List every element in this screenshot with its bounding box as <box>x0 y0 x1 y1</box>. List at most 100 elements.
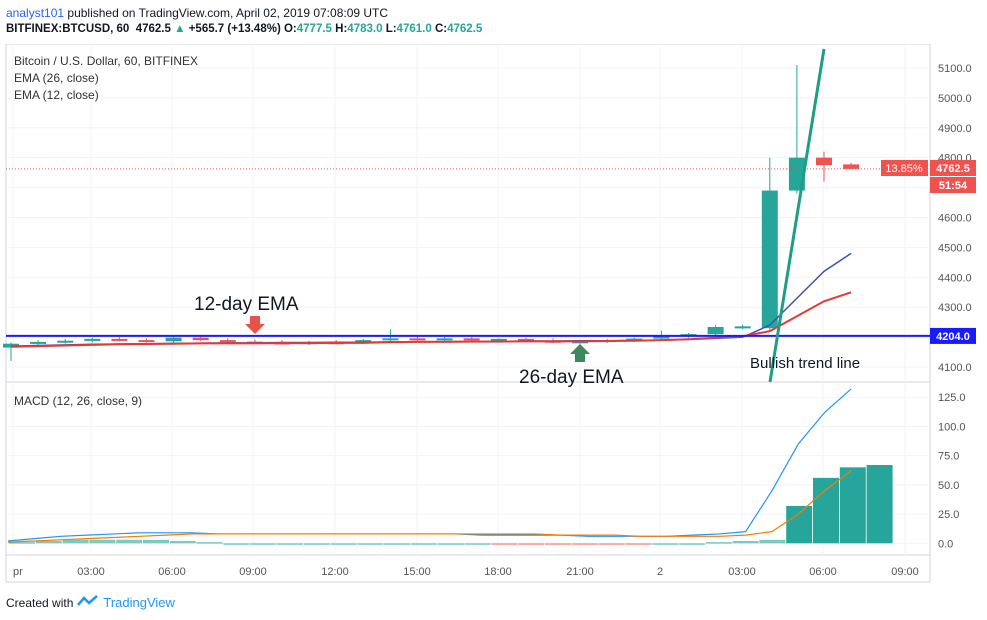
macd-histogram-bar <box>518 543 545 545</box>
countdown-tag-text: 51:54 <box>939 180 968 192</box>
last-price-tag-text: 4762.5 <box>936 163 970 175</box>
candle-body <box>138 340 155 343</box>
time-tick-label: 18:00 <box>484 566 512 578</box>
price-tick-label: 4400.0 <box>938 272 972 284</box>
macd-tick-label: 75.0 <box>938 451 959 463</box>
macd-histogram-bar <box>786 505 813 544</box>
candle-body <box>111 338 128 341</box>
macd-histogram-bar <box>571 543 598 545</box>
change-text: +565.7 (+13.48%) <box>188 23 281 35</box>
candle-body <box>409 338 426 341</box>
ema12-line <box>10 291 852 348</box>
macd-histogram-bar <box>598 543 625 545</box>
ema26-legend[interactable]: EMA (26, close) <box>14 71 99 85</box>
high-label: H: <box>335 23 348 35</box>
down-arrow-icon <box>245 316 265 334</box>
macd-histogram-bar <box>705 542 732 544</box>
candle-body <box>436 338 453 341</box>
time-tick-label: 12:00 <box>321 566 349 578</box>
macd-histogram-bar <box>35 540 62 544</box>
macd-histogram-bar <box>813 477 839 544</box>
macd-histogram-bar <box>330 543 357 545</box>
footer: Created with TradingView <box>6 595 175 610</box>
candle-body <box>165 337 182 342</box>
percent-tag-text: 13.85% <box>885 163 923 175</box>
bullish-trend-line[interactable] <box>768 48 826 383</box>
trend-annotation: Bullish trend line <box>750 355 860 372</box>
macd-histogram-bar <box>143 539 169 544</box>
macd-tick-label: 100.0 <box>938 421 966 433</box>
level-price-tag-text: 4204.0 <box>936 331 970 343</box>
macd-histogram-bar <box>89 539 116 544</box>
signal-line <box>7 470 852 543</box>
macd-axis[interactable]: 0.0 25.0 50.0 75.0 100.0 125.0 <box>938 392 966 550</box>
price-tick-label: 5100.0 <box>938 63 972 75</box>
macd-histogram-bar <box>437 543 464 545</box>
author-link[interactable]: analyst101 <box>6 6 65 20</box>
macd-histogram-bar <box>732 540 759 544</box>
macd-histogram-bar <box>250 543 277 545</box>
percent-tag <box>881 160 928 176</box>
price-tick-label: 4300.0 <box>938 302 972 314</box>
macd-histogram-bar <box>9 542 35 544</box>
time-tick-label: pr <box>13 566 23 578</box>
time-axis[interactable] <box>5 554 931 583</box>
price-axis[interactable]: 4100.04200.04300.04400.04500.04600.04700… <box>938 63 972 374</box>
macd-histogram-bar <box>759 539 786 544</box>
macd-histogram-bar <box>357 543 384 545</box>
candle-body <box>192 337 209 341</box>
chart-area[interactable]: 4100.04200.04300.04400.04500.04600.04700… <box>0 44 987 584</box>
candle-body <box>490 338 507 341</box>
macd-histogram-bar <box>652 543 679 545</box>
open-value: 4777.5 <box>296 23 332 35</box>
time-tick-label: 2 <box>657 566 663 578</box>
candle-body <box>761 190 778 329</box>
macd-histogram-bar <box>866 464 893 544</box>
candle-body <box>843 164 860 169</box>
candles <box>3 64 860 362</box>
time-tick-label: 09:00 <box>891 566 919 578</box>
candle-body <box>707 326 724 335</box>
price-tick-label: 4500.0 <box>938 242 972 254</box>
time-tick-label: 21:00 <box>566 566 594 578</box>
low-value: 4761.0 <box>396 23 432 35</box>
price-pane[interactable] <box>5 44 931 383</box>
tradingview-logo-icon[interactable] <box>77 595 99 610</box>
publish-info: analyst101 published on TradingView.com,… <box>6 6 388 20</box>
candle-body <box>626 338 643 341</box>
macd-tick-label: 125.0 <box>938 392 966 404</box>
candle-body <box>653 335 670 339</box>
time-tick-label: 03:00 <box>77 566 105 578</box>
macd-histogram-bar <box>196 542 223 544</box>
macd-tick-label: 25.0 <box>938 509 959 521</box>
macd-histogram-bar <box>223 543 250 545</box>
candle-body <box>219 340 236 343</box>
macd-histogram-bar <box>384 543 411 545</box>
ema12-legend[interactable]: EMA (12, close) <box>14 88 99 102</box>
macd-histogram-bar <box>411 543 437 545</box>
time-tick-label: 15:00 <box>403 566 431 578</box>
price-tick-label: 5000.0 <box>938 93 972 105</box>
candle-body <box>517 338 534 341</box>
price-tick-label: 4600.0 <box>938 212 972 224</box>
created-with-text: Created with <box>6 595 74 610</box>
candle-body <box>382 338 399 341</box>
time-axis-labels: pr 03:00 06:00 09:00 12:00 15:00 18:00 21:00 2 03… <box>13 566 919 578</box>
macd-histogram-bar <box>62 539 89 544</box>
candle-body <box>734 326 751 329</box>
macd-pane[interactable] <box>5 381 931 556</box>
candle-body <box>57 340 74 343</box>
open-label: O: <box>283 23 297 35</box>
time-tick-label: 06:00 <box>158 566 186 578</box>
macd-histogram-bar <box>491 543 518 545</box>
macd-tick-label: 0.0 <box>938 538 953 550</box>
candle-body <box>84 338 101 341</box>
up-triangle-icon: ▲ <box>174 23 186 35</box>
close-value: 4762.5 <box>447 23 483 35</box>
tradingview-brand-link[interactable]: TradingView <box>103 595 175 610</box>
macd-legend[interactable]: MACD (12, 26, close, 9) <box>14 394 142 408</box>
symbol-label: BITFINEX:BTCUSD, 60 <box>6 23 130 35</box>
price-tick-label: 4900.0 <box>938 123 972 135</box>
quote-line: BITFINEX:BTCUSD, 60 4762.5 ▲ +565.7 (+13… <box>6 23 482 35</box>
time-tick-label: 06:00 <box>809 566 837 578</box>
